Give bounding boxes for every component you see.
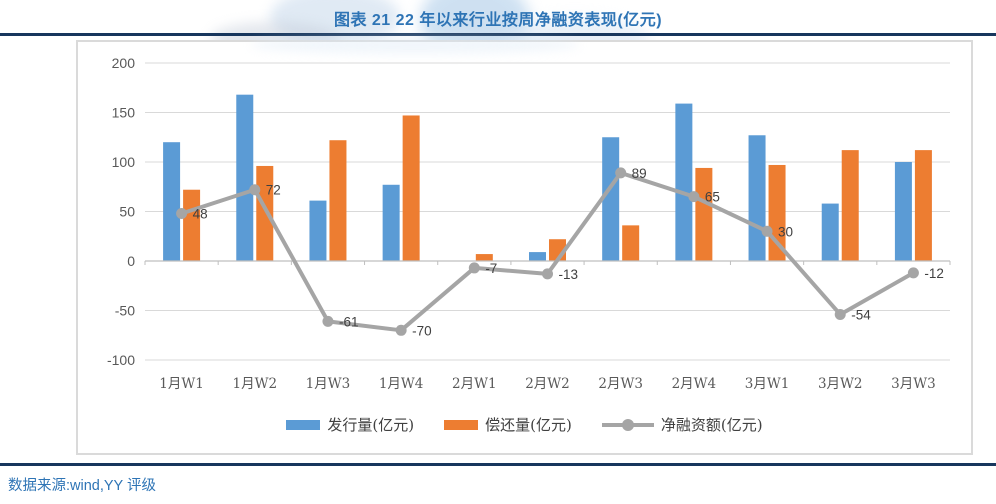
- chart-svg: 48 72 -61 -70 -7 -13 89 65 30 -54 -12 200 150 100 50 0 -…: [107, 55, 951, 392]
- legend-swatch-line: [601, 418, 654, 431]
- bar-1-2: [329, 140, 347, 261]
- bar-1-6: [622, 225, 640, 261]
- y-tick-label: -100: [107, 352, 135, 368]
- x-tick-label-3: 1月W4: [379, 376, 424, 392]
- line-point-2: [322, 315, 334, 327]
- x-tick-label-2: 1月W3: [306, 376, 351, 392]
- bar-1-10: [914, 150, 932, 261]
- line-point-4: [468, 262, 480, 274]
- figure-caption: 图表 21 22 年以来行业按周净融资表现(亿元): [333, 12, 663, 29]
- legend-swatch-bar: [286, 419, 321, 430]
- legend-item-1: 偿还量(亿元): [444, 414, 572, 435]
- y-tick-label: 200: [112, 55, 136, 71]
- x-tick-label-5: 2月W2: [525, 376, 570, 392]
- bar-1-4: [475, 254, 493, 261]
- line-point-6: [615, 167, 627, 179]
- footer-divider-rule: [0, 463, 996, 466]
- x-tick-label-9: 3月W2: [818, 376, 863, 392]
- data-label-8: 30: [778, 224, 793, 239]
- y-tick-label: -50: [115, 303, 135, 319]
- y-tick-label: 100: [112, 154, 136, 170]
- chart-frame: 48 72 -61 -70 -7 -13 89 65 30 -54 -12 200 150 100 50 0 -…: [76, 40, 973, 455]
- data-label-3: -70: [412, 323, 432, 338]
- legend-label-2: 净融资额(亿元): [660, 416, 763, 434]
- bar-0-10: [894, 162, 912, 261]
- x-tick-label-10: 3月W3: [891, 376, 936, 392]
- bar-0-5: [529, 252, 546, 261]
- chart-legend: 发行量(亿元) 偿还量(亿元) 净融资额(亿元): [78, 414, 971, 435]
- bar-0-2: [309, 200, 327, 261]
- line-point-8: [761, 225, 773, 237]
- net-financing-line: [179, 170, 916, 333]
- x-tick-label-7: 2月W4: [672, 376, 717, 392]
- data-source-note: 数据来源:wind,YY 评级: [8, 478, 156, 494]
- bar-1-7: [695, 167, 713, 261]
- caption-divider-rule: [0, 33, 996, 36]
- legend-item-0: 发行量(亿元): [286, 414, 414, 435]
- bar-0-7: [675, 103, 693, 261]
- y-tick-label: 50: [119, 204, 135, 220]
- line-point-1: [249, 184, 261, 196]
- bar-1-1: [256, 165, 274, 261]
- data-label-6: 89: [632, 166, 647, 181]
- data-label-10: -12: [924, 266, 944, 281]
- x-tick-label-8: 3月W1: [745, 376, 790, 392]
- data-label-9: -54: [851, 307, 871, 322]
- bar-0-0: [163, 142, 181, 261]
- bar-1-9: [841, 150, 859, 261]
- legend-label-0: 发行量(亿元): [327, 416, 415, 434]
- x-tick-label-4: 2月W1: [452, 376, 497, 392]
- bar-0-6: [602, 137, 620, 261]
- data-label-5: -13: [559, 267, 579, 282]
- bar-0-8: [748, 135, 766, 261]
- data-label-7: 65: [705, 190, 720, 205]
- bar-1-0: [183, 189, 201, 261]
- legend-item-2: 净融资额(亿元): [601, 414, 763, 435]
- x-tick-label-1: 1月W2: [232, 376, 277, 392]
- line-point-10: [907, 267, 919, 279]
- line-point-0: [176, 207, 188, 219]
- line-point-3: [395, 324, 407, 336]
- line-point-9: [834, 308, 846, 320]
- line-point-5: [542, 268, 553, 280]
- bar-0-9: [821, 203, 839, 261]
- x-tick-label-0: 1月W1: [159, 376, 204, 392]
- x-tick-label-6: 2月W3: [598, 376, 643, 392]
- legend-swatch-bar: [444, 419, 479, 430]
- bar-1-3: [402, 115, 420, 261]
- data-label-2: -61: [339, 314, 359, 329]
- line-point-7: [688, 191, 700, 203]
- data-label-4: -7: [485, 261, 497, 276]
- bar-0-1: [236, 94, 254, 262]
- y-tick-label: 150: [112, 105, 136, 121]
- legend-label-1: 偿还量(亿元): [485, 416, 572, 434]
- data-label-0: 48: [193, 206, 208, 221]
- y-tick-label: 0: [127, 253, 135, 269]
- data-label-1: 72: [266, 183, 281, 198]
- bar-0-3: [382, 184, 400, 261]
- legend-dot-mark: [621, 418, 634, 431]
